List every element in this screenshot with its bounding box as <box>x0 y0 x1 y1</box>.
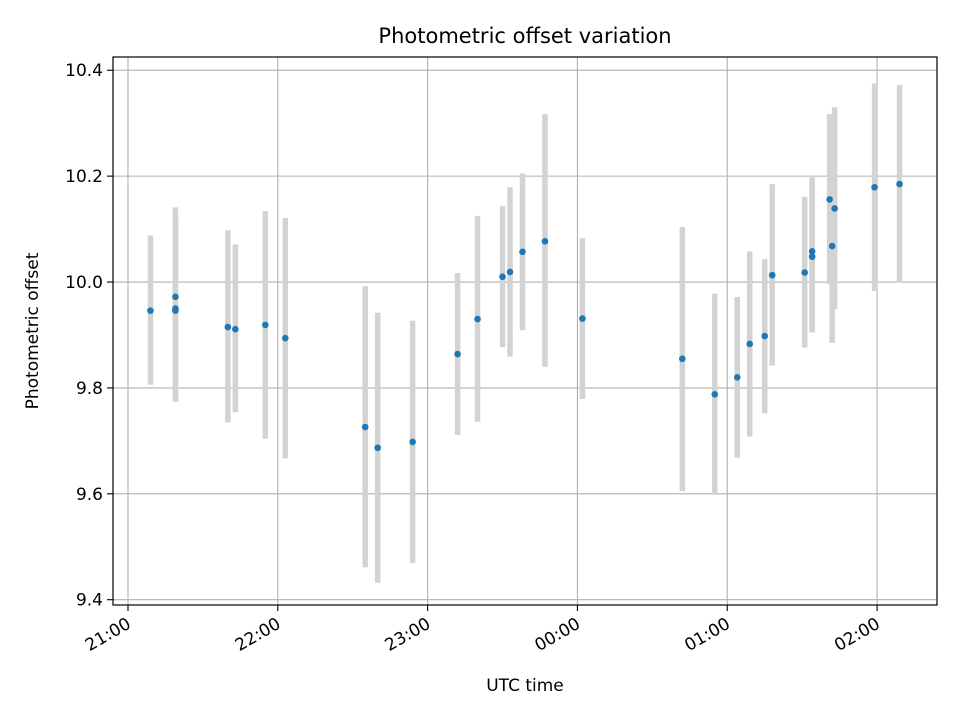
data-point <box>409 438 416 446</box>
data-point <box>828 242 836 250</box>
data-point <box>232 325 239 333</box>
y-tick-label: 10.2 <box>65 167 103 187</box>
data-point <box>541 237 549 245</box>
data-points <box>147 180 903 452</box>
data-point <box>761 332 769 340</box>
data-point <box>474 315 481 323</box>
data-point <box>262 321 269 329</box>
data-point <box>519 248 526 256</box>
y-axis-label: Photometric offset <box>23 252 43 409</box>
data-point <box>147 307 154 314</box>
axis-ticks: 21:00 22:00 23:00 00:00 01:00 02:009.49.69.81… <box>65 61 883 656</box>
data-point <box>281 334 289 342</box>
data-point <box>808 253 816 260</box>
y-tick-label: 9.4 <box>76 591 103 611</box>
plot-frame <box>112 56 938 606</box>
data-point <box>808 248 816 255</box>
y-tick-label: 9.8 <box>76 379 103 399</box>
data-point <box>499 273 506 281</box>
data-point <box>224 323 232 331</box>
data-point <box>361 423 369 431</box>
data-point <box>831 205 838 212</box>
y-tick-label: 10.4 <box>65 61 103 81</box>
chart-title: Photometric offset variation <box>378 24 671 48</box>
data-point <box>871 183 878 191</box>
x-axis-label: UTC time <box>486 676 564 696</box>
data-point <box>172 293 179 301</box>
data-point <box>733 374 741 381</box>
data-point <box>679 355 686 363</box>
data-point <box>801 269 808 276</box>
data-point <box>896 180 903 188</box>
data-point <box>579 315 586 322</box>
y-tick-label: 10.0 <box>65 273 103 293</box>
data-point <box>454 350 461 358</box>
data-point <box>506 268 514 276</box>
data-point <box>768 271 776 279</box>
data-point <box>746 340 754 348</box>
data-point <box>826 196 833 203</box>
y-tick-label: 9.6 <box>76 485 103 505</box>
data-point <box>374 444 381 452</box>
data-point <box>172 307 179 314</box>
data-point <box>711 390 719 398</box>
